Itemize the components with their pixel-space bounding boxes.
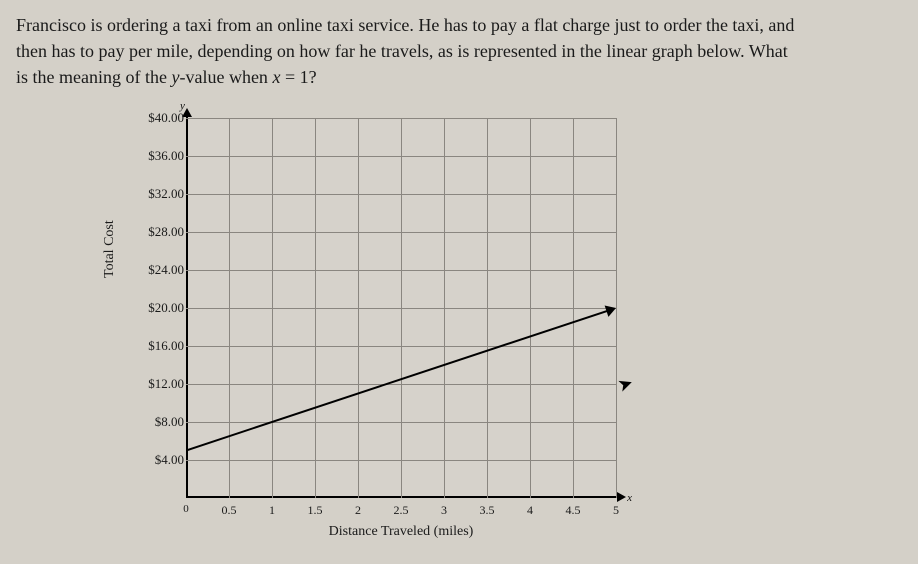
y-tick-label: $40.00: [124, 110, 184, 126]
y-tick-label: $8.00: [124, 414, 184, 430]
y-tick-label: $32.00: [124, 186, 184, 202]
x-tick-label: 0.5: [222, 503, 237, 518]
question-line2: then has to pay per mile, depending on h…: [16, 41, 788, 61]
x-axis-line: [186, 496, 620, 498]
y-axis-title: Total Cost: [102, 221, 118, 279]
question-line3c: = 1?: [280, 67, 316, 87]
x-tick-label: 2.5: [394, 503, 409, 518]
grid-line-horizontal: [186, 346, 616, 347]
y-tick-label: $36.00: [124, 148, 184, 164]
grid-line-horizontal: [186, 460, 616, 461]
y-tick-label: $28.00: [124, 224, 184, 240]
x-tick-label: 2: [355, 503, 361, 518]
y-tick-label: $4.00: [124, 452, 184, 468]
x-tick-label: 4: [527, 503, 533, 518]
question-line1: Francisco is ordering a taxi from an onl…: [16, 15, 794, 35]
grid-line-horizontal: [186, 232, 616, 233]
chart-container: Total Cost y x 0 Distance Traveled (mile…: [106, 108, 686, 548]
grid-line-horizontal: [186, 384, 616, 385]
grid-line-horizontal: [186, 308, 616, 309]
x-axis-symbol: x: [627, 492, 632, 504]
x-tick-label: 3: [441, 503, 447, 518]
question-text: Francisco is ordering a taxi from an onl…: [16, 12, 902, 90]
grid-line-vertical: [616, 118, 617, 498]
x-tick-label: 3.5: [480, 503, 495, 518]
grid-line-horizontal: [186, 118, 616, 119]
y-tick-label: $20.00: [124, 300, 184, 316]
x-axis-title: Distance Traveled (miles): [186, 524, 616, 540]
x-tick-label: 1.5: [308, 503, 323, 518]
page-container: Francisco is ordering a taxi from an onl…: [0, 0, 918, 564]
plot-area: y x: [186, 118, 616, 498]
y-tick-label: $12.00: [124, 376, 184, 392]
y-tick-label: $16.00: [124, 338, 184, 354]
x-tick-label: 1: [269, 503, 275, 518]
y-axis-line: [186, 114, 188, 498]
grid-line-horizontal: [186, 270, 616, 271]
question-line3a: is the meaning of the: [16, 67, 171, 87]
question-line3b: -value when: [179, 67, 272, 87]
origin-label: 0: [183, 503, 189, 515]
y-tick-label: $24.00: [124, 262, 184, 278]
grid-line-horizontal: [186, 422, 616, 423]
grid-line-horizontal: [186, 156, 616, 157]
grid-line-horizontal: [186, 194, 616, 195]
x-tick-label: 4.5: [566, 503, 581, 518]
x-axis-arrow-icon: [617, 492, 626, 502]
x-tick-label: 5: [613, 503, 619, 518]
cursor-icon: ➤: [615, 372, 636, 397]
